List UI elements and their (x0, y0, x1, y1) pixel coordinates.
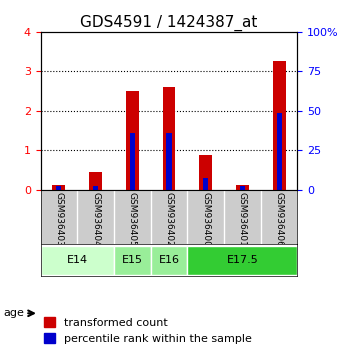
Text: GSM936404: GSM936404 (91, 193, 100, 247)
Text: age: age (3, 308, 24, 318)
Bar (52, 185, 65, 190)
Text: GSM936406: GSM936406 (274, 193, 284, 247)
Text: E14: E14 (67, 255, 88, 265)
Text: GSM936402: GSM936402 (165, 193, 173, 247)
Text: E15: E15 (122, 255, 143, 265)
Text: GSM936405: GSM936405 (128, 193, 137, 247)
Text: E17.5: E17.5 (226, 255, 258, 265)
Title: GDS4591 / 1424387_at: GDS4591 / 1424387_at (80, 14, 258, 30)
Bar (126, 91, 139, 190)
Bar (89, 172, 102, 190)
Legend: transformed count, percentile rank within the sample: transformed count, percentile rank withi… (39, 313, 256, 348)
Bar (203, 178, 208, 190)
Text: GSM936403: GSM936403 (54, 193, 64, 247)
Bar (56, 186, 62, 190)
FancyBboxPatch shape (114, 246, 151, 274)
Bar (236, 185, 249, 190)
FancyBboxPatch shape (41, 246, 114, 274)
Bar (130, 132, 135, 190)
Text: E16: E16 (159, 255, 179, 265)
Text: GSM936400: GSM936400 (201, 193, 210, 247)
Bar (273, 62, 286, 190)
Bar (166, 132, 172, 190)
Text: GSM936401: GSM936401 (238, 193, 247, 247)
Bar (276, 113, 282, 190)
FancyBboxPatch shape (151, 246, 187, 274)
Bar (163, 87, 175, 190)
FancyBboxPatch shape (187, 246, 297, 274)
Bar (199, 155, 212, 190)
Bar (240, 186, 245, 190)
Bar (93, 186, 98, 190)
